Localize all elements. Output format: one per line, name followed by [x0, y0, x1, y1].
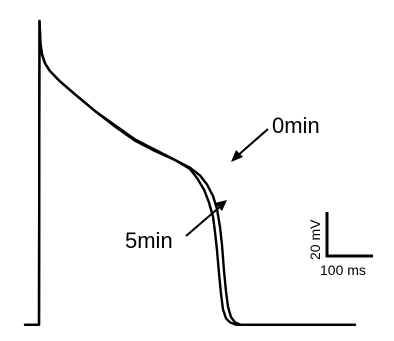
- scale-bar: 20 mV 100 ms: [307, 212, 373, 278]
- trace-5min: [23, 19, 357, 326]
- scale-bar-vertical-label: 20 mV: [307, 219, 323, 260]
- traces-group: [23, 19, 357, 326]
- annotation-label-0min: 0min: [272, 113, 320, 138]
- annotation-label-5min: 5min: [125, 228, 173, 253]
- annotation-arrow-0min: [231, 128, 269, 162]
- trace-0min: [23, 19, 357, 326]
- scale-bar-horizontal-label: 100 ms: [320, 262, 366, 278]
- annotation-arrow-5min: [185, 200, 227, 237]
